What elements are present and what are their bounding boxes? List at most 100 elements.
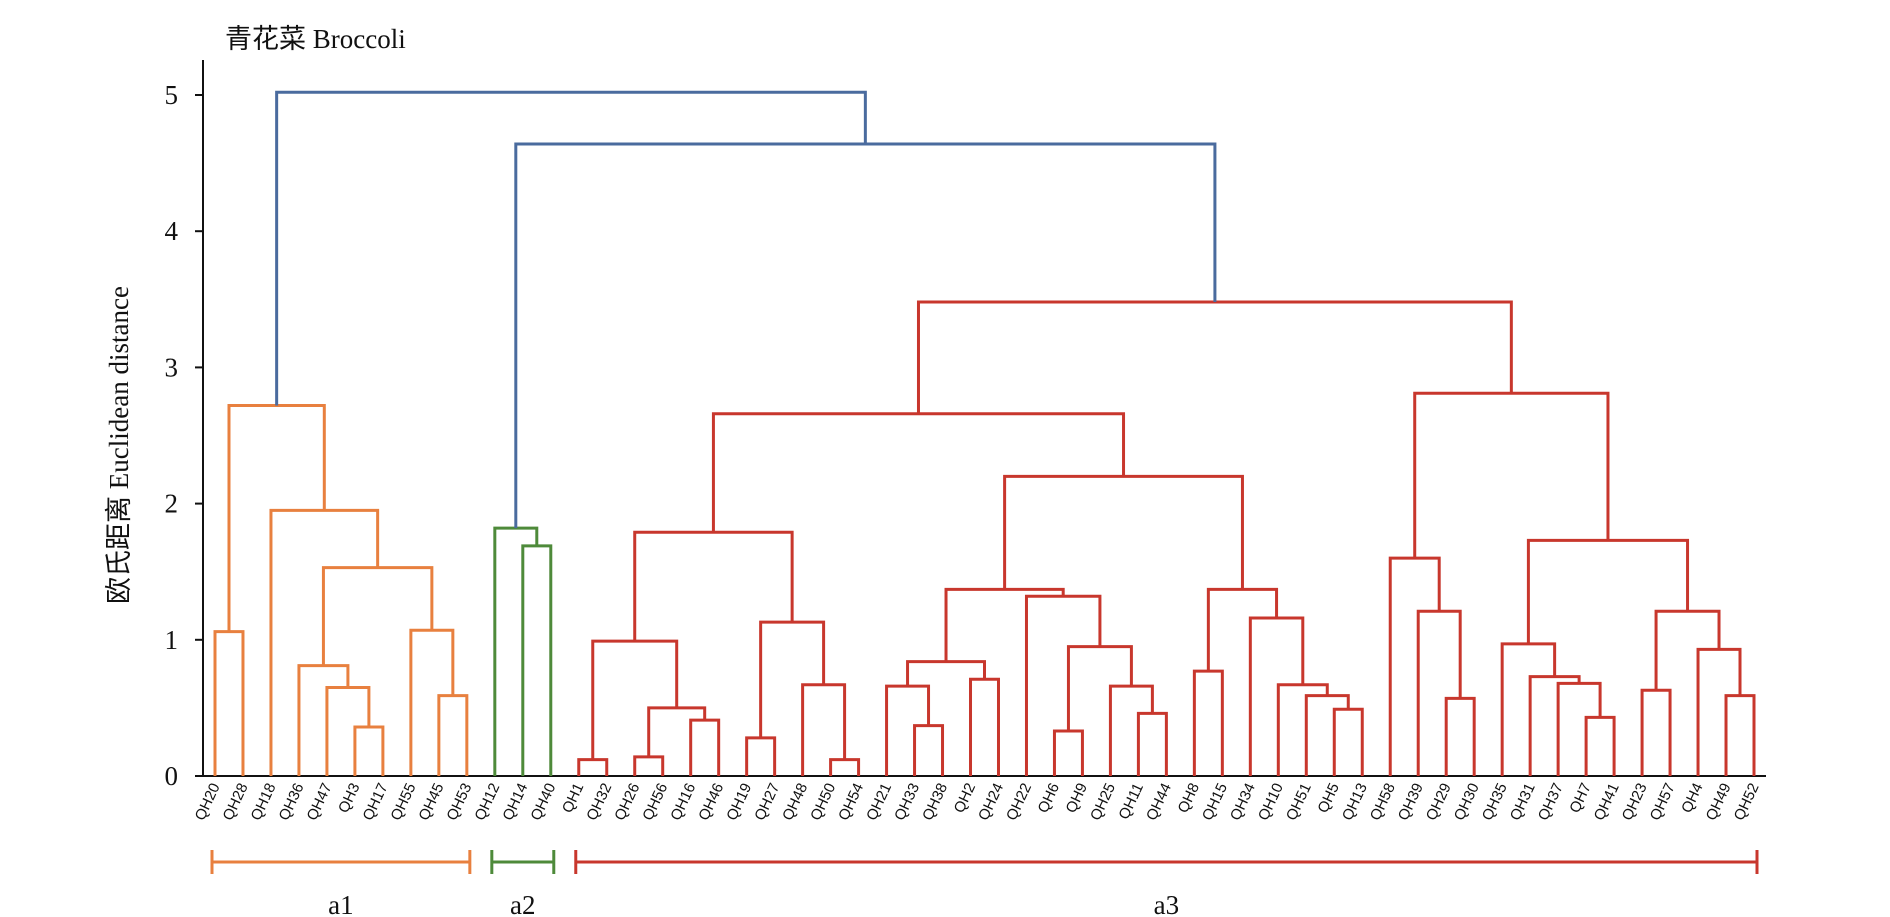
leaf-label: QH47 [304,781,336,824]
y-axis-label: 欧氏距离 Euclidean distance [104,286,134,604]
leaf-label: QH35 [1479,781,1511,824]
dendrogram-branch [1136,711,1168,776]
leaf-label: QH41 [1591,781,1623,824]
dendrogram-branch [969,677,1000,776]
y-tick-label: 3 [165,352,179,382]
leaf-label: QH45 [416,781,448,824]
leaf-label: QH54 [835,781,867,824]
leaf-label: QH50 [807,781,839,824]
leaf-label: QH31 [1507,781,1539,824]
leaf-label: QH5 [1314,781,1342,816]
dendrogram-branch [647,706,707,757]
leaf-label: QH7 [1566,781,1594,816]
leaf-label: QH58 [1367,781,1399,824]
dendrogram-branch [1413,391,1610,559]
leaf-label: QH52 [1731,781,1763,824]
dendrogram-branch [1332,707,1364,776]
dendrogram-branch [577,758,609,776]
dendrogram-branch [1108,684,1154,776]
dendrogram-branch [1388,556,1441,776]
leaf-label: QH14 [499,781,531,824]
leaf-label: QH10 [1255,781,1287,824]
leaf-label: QH4 [1678,781,1706,816]
dendrogram-branch [1696,647,1742,776]
group-label: a2 [510,890,535,917]
leaf-label: QH3 [335,781,363,816]
dendrogram-branch [1526,538,1690,644]
leaf-label: QH6 [1035,781,1063,816]
y-tick-label: 0 [165,761,179,791]
leaf-label: QH13 [1339,781,1371,824]
dendrogram-branch [913,724,945,776]
group-label: a3 [1154,890,1179,917]
dendrogram-branch [1304,694,1350,776]
leaf-label: QH56 [639,781,671,824]
group-brackets: a1 a2 a3 [210,850,1759,917]
dendrogram-branch [633,755,665,776]
dendrogram-branch [759,620,826,738]
dendrogram-branch [297,664,350,776]
y-ticks: 0 1 2 3 4 5 [165,80,203,791]
leaf-label: QH48 [779,781,811,824]
chart-title: 青花菜 Broccoli [225,24,406,54]
dendrogram-branch [916,300,1513,414]
leaf-label: QH49 [1703,781,1735,824]
dendrogram-branch [906,660,986,687]
dendrogram-branch [711,412,1126,533]
leaf-label: QH33 [891,781,923,824]
leaf-label: QH22 [1003,781,1035,824]
dendrogram-branch [1528,675,1581,776]
dendrogram-branch [633,530,794,642]
leaf-label: QH55 [388,781,420,824]
group-label: a1 [328,890,353,917]
dendrogram-branch [227,404,326,632]
y-tick-label: 5 [165,80,179,110]
dendrogram-branch [521,544,553,776]
leaf-label: QH44 [1143,781,1175,824]
dendrogram-branch [829,758,861,776]
leaf-label: QH1 [559,781,587,816]
leaf-label: QH19 [723,781,755,824]
leaf-label: QH57 [1647,781,1679,824]
leaf-label: QH46 [695,781,727,824]
dendrogram-branch [1416,609,1462,776]
leaf-label: QH16 [667,781,699,824]
y-tick-label: 4 [165,216,179,246]
y-tick-label: 1 [165,625,179,655]
leaf-label: QH39 [1395,781,1427,824]
dendrogram-branch [689,718,721,776]
dendrogram-branch [885,684,931,776]
leaf-label: QH36 [276,781,308,824]
dendrogram-branch [353,725,385,776]
leaf-label: QH9 [1063,781,1091,816]
leaf-label: QH25 [1087,781,1119,824]
dendrogram-branch [409,628,455,776]
leaf-label: QH51 [1283,781,1315,824]
dendrogram-branch [1444,696,1476,776]
dendrogram-branch [321,566,434,666]
dendrogram-branch [213,630,245,776]
y-tick-label: 2 [165,489,179,519]
dendrogram-branch [437,694,469,776]
dendrogram-branch [1206,587,1279,672]
dendrogram-branch [275,90,867,406]
dendrogram-branch [1500,642,1557,776]
dendrogram-branch [1724,694,1756,776]
dendrogram-branch [745,736,777,776]
leaf-label: QH32 [583,781,615,824]
leaf-label: QH15 [1199,781,1231,824]
leaf-label: QH17 [360,781,392,824]
leaf-label: QH18 [248,781,280,824]
dendrogram-branch [1556,681,1602,776]
leaf-label: QH53 [443,781,475,824]
dendrogram-branch [801,683,847,776]
dendrogram-branch [1024,594,1102,776]
dendrogram-branch [1248,616,1305,776]
leaf-label: QH30 [1451,781,1483,824]
leaf-label: QH27 [751,781,783,824]
leaf-label: QH23 [1619,781,1651,824]
leaf-label: QH12 [471,781,503,824]
leaf-label: QH34 [1227,781,1259,824]
